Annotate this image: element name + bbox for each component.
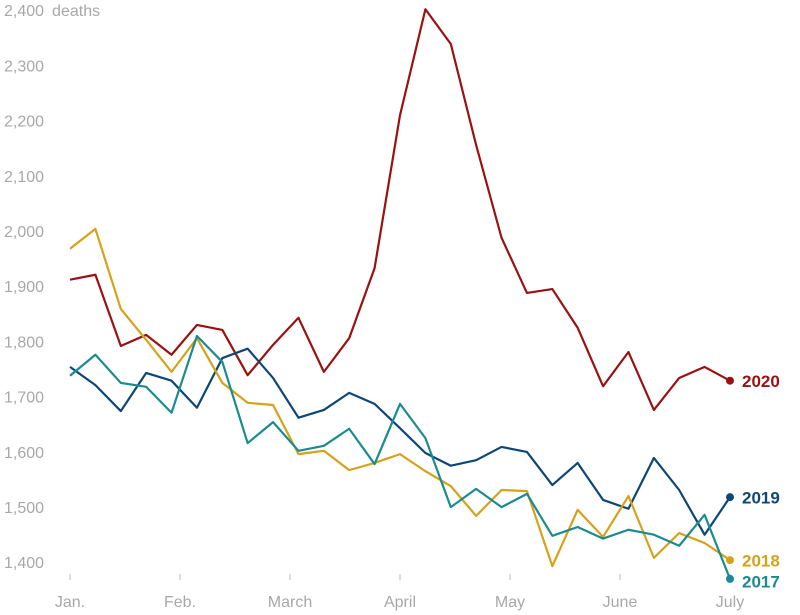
end-dot	[726, 556, 734, 565]
x-tick-label: July	[716, 594, 744, 611]
x-tick-label: Feb.	[164, 594, 196, 611]
series-line	[69, 8, 731, 412]
series-label: 2019	[742, 489, 780, 508]
series-line	[69, 227, 731, 568]
end-dot	[726, 493, 734, 502]
series-line	[69, 347, 731, 536]
y-tick-label: 2,300	[4, 58, 44, 75]
x-tick-label: Jan.	[55, 594, 85, 611]
y-tick-label: 1,700	[4, 390, 44, 407]
y-tick-label: 1,900	[4, 279, 44, 296]
series-label: 2017	[742, 573, 780, 592]
y-tick-label: 1,500	[4, 500, 44, 517]
y-tick-label: 1,600	[4, 445, 44, 462]
x-tick-label: June	[603, 594, 638, 611]
series-label: 2018	[742, 552, 780, 571]
y-tick-label: 1,800	[4, 334, 44, 351]
y-tick-label: 2,200	[4, 114, 44, 131]
end-dot	[726, 574, 734, 583]
x-tick-label: March	[268, 594, 312, 611]
y-tick-label: 2,400	[4, 3, 44, 20]
x-tick-label: May	[495, 594, 525, 611]
y-tick-label: 2,000	[4, 224, 44, 241]
y-axis-unit: deaths	[52, 3, 100, 20]
series-label: 2020	[742, 372, 780, 391]
x-tick-label: April	[384, 594, 416, 611]
end-dot	[726, 376, 734, 385]
series-line	[69, 334, 732, 580]
y-tick-label: 1,400	[4, 555, 44, 572]
y-tick-label: 2,100	[4, 169, 44, 186]
